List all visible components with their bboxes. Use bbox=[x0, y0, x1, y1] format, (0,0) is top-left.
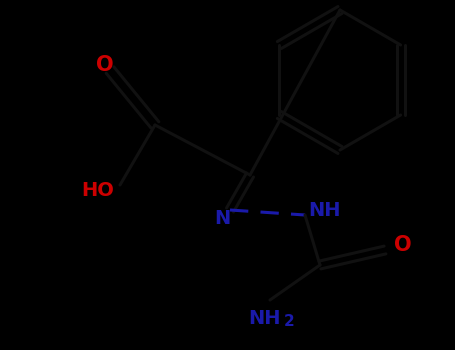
Text: N: N bbox=[214, 209, 230, 228]
Text: 2: 2 bbox=[283, 315, 294, 329]
Text: NH: NH bbox=[249, 308, 281, 328]
Text: HO: HO bbox=[81, 181, 115, 199]
Text: O: O bbox=[394, 235, 412, 255]
Text: NH: NH bbox=[309, 201, 341, 219]
Text: O: O bbox=[96, 55, 114, 75]
